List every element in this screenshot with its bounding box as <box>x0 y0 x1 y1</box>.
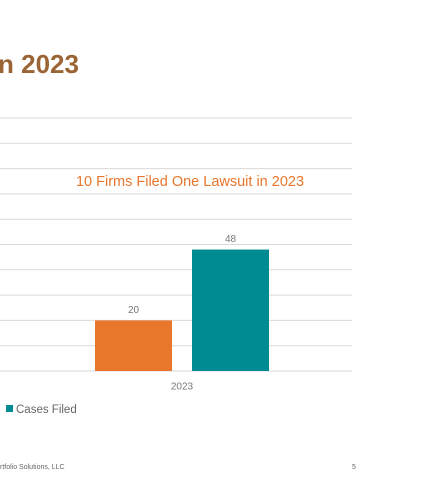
bar <box>95 320 172 371</box>
bar <box>192 249 269 371</box>
value-label: 20 <box>128 305 140 316</box>
footer-company: rtfolio Solutions, LLC <box>0 464 65 471</box>
legend-label: Cases Filed <box>16 404 77 416</box>
slide-title: n 2023 <box>0 49 79 79</box>
value-label: 48 <box>225 234 237 245</box>
page-number: 5 <box>352 464 356 471</box>
legend-swatch <box>6 405 13 412</box>
x-tick-label: 2023 <box>171 382 194 393</box>
chart-title: 10 Firms Filed One Lawsuit in 2023 <box>76 174 304 190</box>
